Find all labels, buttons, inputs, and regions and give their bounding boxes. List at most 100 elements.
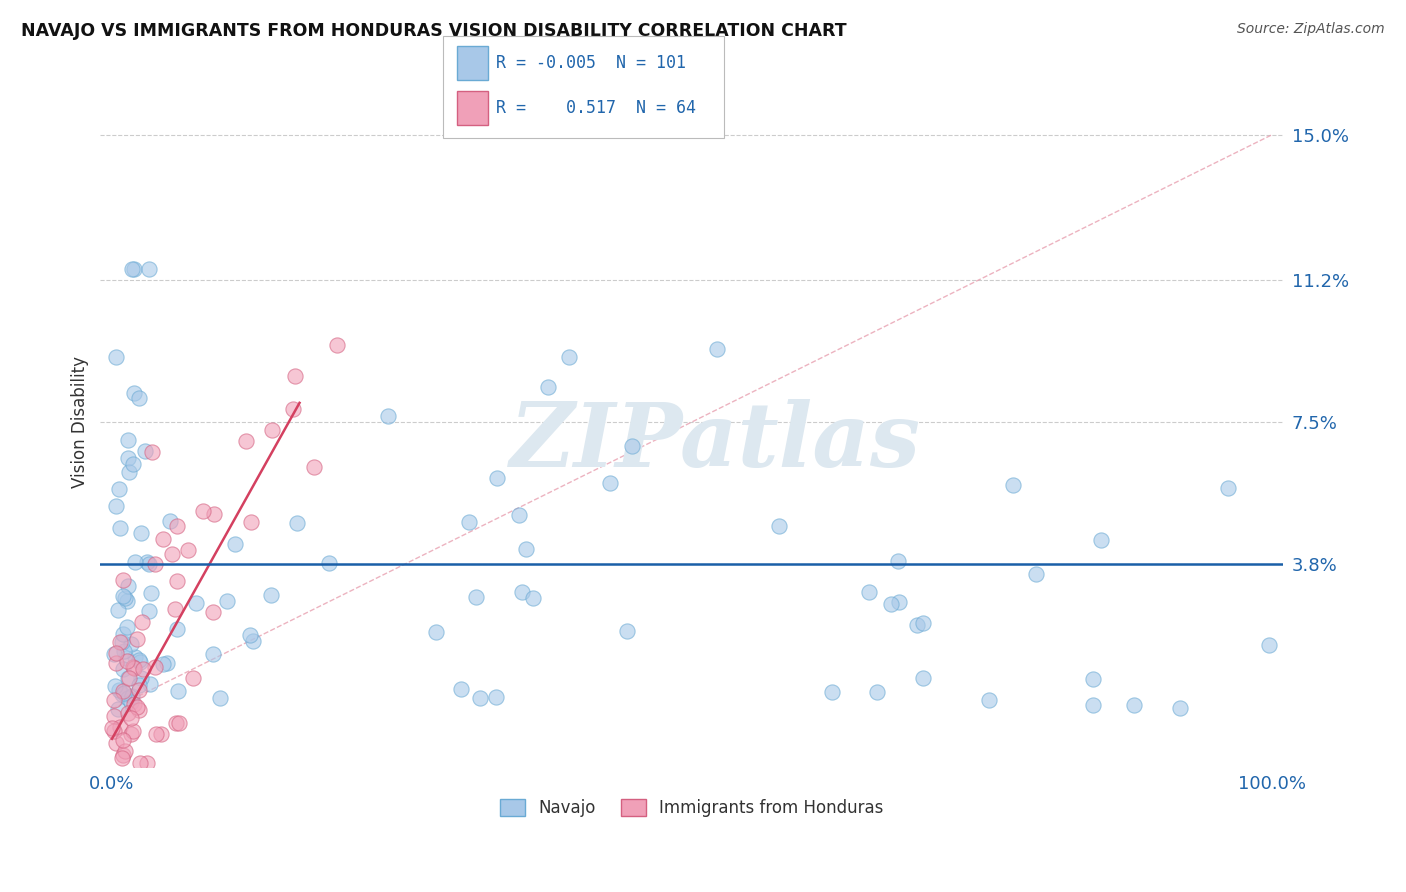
Point [112,643,135,657]
Point [107,702,129,716]
Point [128,391,150,405]
Point [122,457,145,471]
Point [1081,672,1104,686]
Point [858,585,880,599]
Point [866,684,889,698]
Point [1123,698,1146,713]
Point [110,788,132,802]
Point [111,635,134,649]
Point [120,727,142,741]
Point [110,797,132,811]
Point [302,459,325,474]
Point [117,691,139,706]
Point [115,651,138,665]
Point [110,720,132,734]
Point [235,434,257,449]
Point [508,508,530,522]
Point [120,637,142,651]
Point [166,622,188,636]
Point [260,423,283,437]
Point [105,646,128,660]
Point [1090,533,1112,547]
Point [510,585,533,599]
Point [115,795,138,809]
Point [129,526,152,541]
Point [515,542,537,557]
Point [122,660,145,674]
Point [121,261,143,276]
Point [912,616,935,631]
Point [112,573,135,587]
Point [108,635,131,649]
Point [1081,698,1104,712]
Point [139,586,162,600]
Point [132,662,155,676]
Point [135,756,157,771]
Point [115,654,138,668]
Point [103,692,125,706]
Point [111,590,134,604]
Point [457,516,479,530]
Point [114,744,136,758]
Point [143,660,166,674]
Text: ZIPatlas: ZIPatlas [510,400,921,486]
Point [318,556,340,570]
Point [464,591,486,605]
Point [128,678,150,692]
Point [121,689,143,703]
Point [1025,566,1047,581]
Point [135,555,157,569]
Point [152,657,174,671]
Point [131,615,153,630]
Point [117,579,139,593]
Point [120,711,142,725]
Point [111,627,134,641]
Point [103,709,125,723]
Point [1002,478,1025,492]
Point [128,683,150,698]
Point [117,450,139,465]
Point [202,647,225,661]
Point [166,519,188,533]
Point [377,409,399,423]
Point [115,594,138,608]
Point [911,671,934,685]
Point [138,604,160,618]
Point [117,672,139,686]
Point [706,342,728,356]
Point [101,721,124,735]
Point [127,700,149,714]
Point [110,521,132,535]
Y-axis label: Vision Disability: Vision Disability [72,356,89,488]
Point [105,657,128,671]
Point [111,684,134,698]
Point [240,515,263,529]
Point [139,677,162,691]
Point [470,690,492,705]
Point [1258,638,1281,652]
Point [201,605,224,619]
Point [616,624,638,639]
Text: NAVAJO VS IMMIGRANTS FROM HONDURAS VISION DISABILITY CORRELATION CHART: NAVAJO VS IMMIGRANTS FROM HONDURAS VISIO… [21,22,846,40]
Point [141,445,163,459]
Point [163,602,186,616]
Legend: Navajo, Immigrants from Honduras: Navajo, Immigrants from Honduras [494,792,890,823]
Point [326,337,349,351]
Point [242,633,264,648]
Point [112,686,135,700]
Point [127,632,149,646]
Point [486,471,509,485]
Point [177,542,200,557]
Point [111,748,134,763]
Text: R = -0.005  N = 101: R = -0.005 N = 101 [496,54,686,72]
Point [820,684,842,698]
Point [159,515,181,529]
Point [224,537,246,551]
Point [485,690,508,705]
Point [104,797,127,812]
Point [260,588,283,602]
Point [193,504,215,518]
Point [125,770,148,784]
Point [239,628,262,642]
Point [880,597,903,611]
